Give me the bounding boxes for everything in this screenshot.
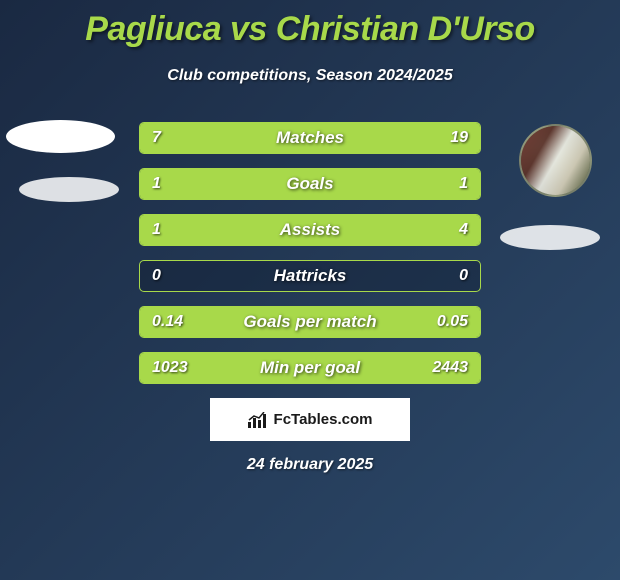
- stat-value-right: 0.05: [437, 313, 468, 331]
- stat-row: 1 1 Goals: [139, 168, 481, 200]
- player-right-image: [521, 126, 590, 195]
- stat-value-left: 1: [152, 221, 161, 239]
- brand-text: FcTables.com: [274, 411, 373, 428]
- stat-label: Goals per match: [243, 312, 376, 332]
- chart-icon: [248, 412, 268, 428]
- page-title: Pagliuca vs Christian D'Urso: [0, 0, 620, 49]
- bar-right-fill: [310, 169, 480, 199]
- stat-row: 7 19 Matches: [139, 122, 481, 154]
- stat-value-left: 0: [152, 267, 161, 285]
- stat-label: Hattricks: [274, 266, 347, 286]
- stat-row: 1 4 Assists: [139, 214, 481, 246]
- player-right-avatar: [519, 124, 592, 197]
- stats-container: 7 19 Matches 1 1 Goals 1 4 Assists 0 0 Hattricks 0.1…: [139, 122, 481, 398]
- stat-value-left: 1023: [152, 359, 188, 377]
- player-right-shadow: [500, 225, 600, 250]
- stat-value-left: 1: [152, 175, 161, 193]
- bar-left-fill: [140, 215, 208, 245]
- stat-row: 1023 2443 Min per goal: [139, 352, 481, 384]
- stat-value-left: 0.14: [152, 313, 183, 331]
- stat-label: Matches: [276, 128, 344, 148]
- bar-left-fill: [140, 169, 310, 199]
- stat-value-right: 0: [459, 267, 468, 285]
- comparison-infographic: Pagliuca vs Christian D'Urso Club compet…: [0, 0, 620, 580]
- date-text: 24 february 2025: [247, 456, 373, 474]
- stat-value-right: 4: [459, 221, 468, 239]
- stat-label: Min per goal: [260, 358, 360, 378]
- bar-right-fill: [231, 123, 480, 153]
- bar-right-fill: [208, 215, 480, 245]
- brand-badge: FcTables.com: [210, 398, 410, 441]
- stat-row: 0 0 Hattricks: [139, 260, 481, 292]
- stat-value-right: 2443: [432, 359, 468, 377]
- stat-row: 0.14 0.05 Goals per match: [139, 306, 481, 338]
- page-subtitle: Club competitions, Season 2024/2025: [0, 67, 620, 85]
- stat-label: Assists: [280, 220, 340, 240]
- stat-value-left: 7: [152, 129, 161, 147]
- stat-value-right: 19: [450, 129, 468, 147]
- player-left-shadow: [19, 177, 119, 202]
- stat-label: Goals: [286, 174, 333, 194]
- stat-value-right: 1: [459, 175, 468, 193]
- player-left-avatar: [6, 120, 115, 153]
